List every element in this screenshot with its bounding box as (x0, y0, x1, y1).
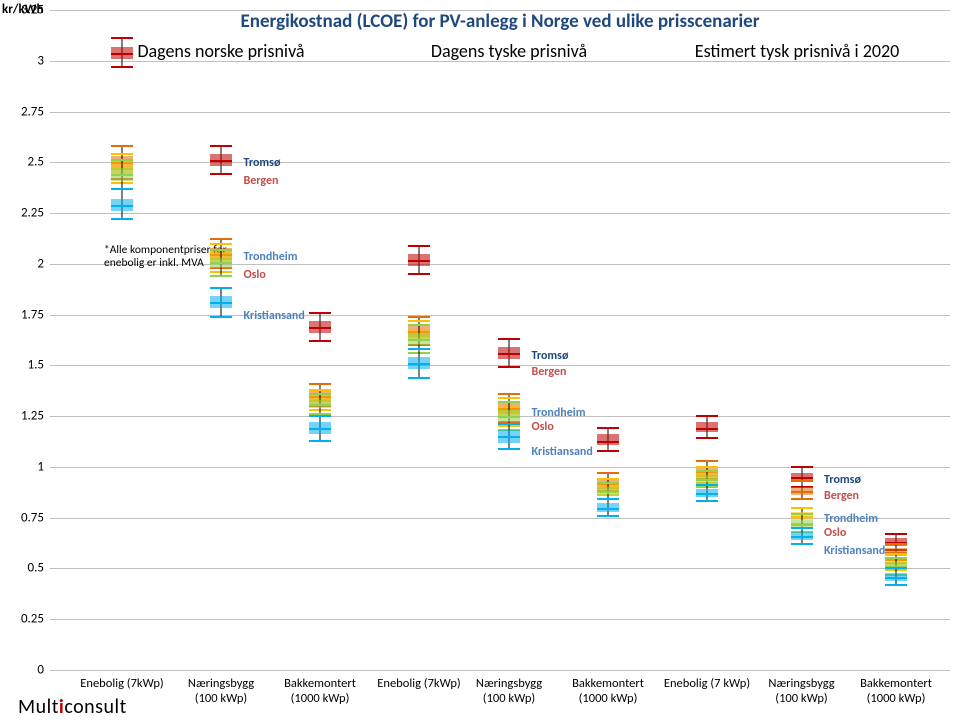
x-category-label: Bakkemontert(1000 kWp) (860, 676, 932, 706)
box-tromso (111, 38, 133, 66)
box-oslo (309, 394, 331, 414)
ytick-label: 1.75 (21, 307, 50, 322)
logo: Multiconsult (18, 695, 127, 719)
box-oslo (597, 483, 619, 499)
ytick-label: 1 (37, 459, 50, 474)
gridline (50, 213, 950, 214)
ytick-label: 0.25 (21, 612, 50, 627)
city-label-tromso: Tromsø (824, 473, 861, 487)
ytick-label: 0.75 (21, 510, 50, 525)
gridline (50, 670, 950, 671)
x-category-label: Bakkemontert(1000 kWp) (284, 676, 356, 706)
box-kristiansand (309, 416, 331, 440)
ytick-label: 1.25 (21, 409, 50, 424)
city-label-bergen: Bergen (532, 365, 567, 379)
box-tromso (408, 246, 430, 274)
x-category-label: Enebolig (7 kWp) (664, 676, 750, 691)
gridline (50, 162, 950, 163)
box-kristiansand (696, 485, 718, 501)
x-category-label: Næringsbygg(100 kWp) (188, 676, 254, 706)
box-bergen (791, 481, 813, 499)
footnote: *Alle komponentpriser forenebolig er ink… (104, 244, 227, 270)
ytick-label: 2.5 (28, 155, 50, 170)
box-kristiansand (885, 568, 907, 584)
x-category-label: Næringsbygg(100 kWp) (768, 676, 834, 706)
ytick-label: 2 (37, 256, 50, 271)
gridline (50, 568, 950, 569)
ytick-label: 3 (37, 53, 50, 68)
city-label-kristiansand: Kristiansand (532, 445, 593, 459)
ytick-label: 2.25 (21, 206, 50, 221)
city-label-oslo: Oslo (532, 420, 554, 434)
city-label-bergen: Bergen (244, 174, 279, 188)
scenario-label: Dagens norske prisnivå (137, 40, 304, 62)
ytick-label: 0.5 (28, 561, 50, 576)
city-label-oslo: Oslo (244, 268, 266, 282)
gridline (50, 112, 950, 113)
box-tromso (498, 339, 520, 367)
box-kristiansand (597, 499, 619, 515)
chart-area: Energikostnad (LCOE) for PV-anlegg i Nor… (50, 10, 950, 670)
ytick-label: 1.5 (28, 358, 50, 373)
x-category-label: Næringsbygg(100 kWp) (476, 676, 542, 706)
city-label-trondheim: Trondheim (532, 406, 586, 420)
city-label-tromso: Tromsø (532, 349, 569, 363)
box-tromso (696, 416, 718, 438)
logo-text: Multiconsult (18, 695, 127, 719)
city-label-trondheim: Trondheim (244, 250, 298, 264)
box-kristiansand (791, 528, 813, 544)
ytick-label: 2.75 (21, 104, 50, 119)
city-label-tromso: Tromsø (244, 156, 281, 170)
ytick-label: 0 (37, 663, 50, 678)
city-label-bergen: Bergen (824, 489, 859, 503)
gridline (50, 518, 950, 519)
scenario-label: Dagens tyske prisnivå (431, 40, 587, 62)
box-tromso (210, 146, 232, 174)
scenario-label: Estimert tysk prisnivå i 2020 (695, 40, 899, 62)
gridline (50, 619, 950, 620)
box-tromso (309, 313, 331, 341)
city-label-trondheim: Trondheim (824, 512, 878, 526)
x-category-label: Enebolig (7kWp) (377, 676, 460, 691)
ytick-label: 3.25 (21, 3, 50, 18)
box-kristiansand (111, 189, 133, 219)
x-category-label: Bakkemontert(1000 kWp) (572, 676, 644, 706)
box-kristiansand (498, 424, 520, 448)
city-label-kristiansand: Kristiansand (244, 309, 305, 323)
gridline (50, 467, 950, 468)
gridline (50, 10, 950, 11)
box-oslo (210, 250, 232, 276)
plot-region: 00.250.50.7511.251.51.7522.252.52.7533.2… (50, 10, 950, 670)
box-oslo (111, 160, 133, 188)
box-kristiansand (408, 349, 430, 377)
city-label-kristiansand: Kristiansand (824, 544, 885, 558)
box-tromso (597, 428, 619, 450)
gridline (50, 315, 950, 316)
x-category-label: Enebolig (7kWp) (80, 676, 163, 691)
city-label-oslo: Oslo (824, 526, 846, 540)
box-kristiansand (210, 288, 232, 316)
